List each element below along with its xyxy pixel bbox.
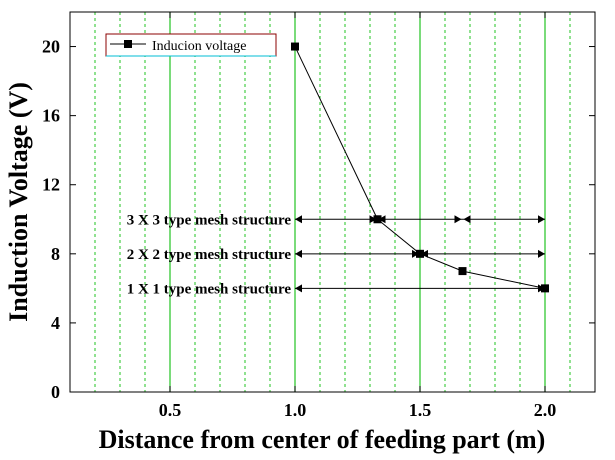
annotation-arrowhead-inner	[463, 215, 471, 224]
annotation-arrowhead-inner	[454, 215, 462, 224]
data-point-marker	[458, 267, 467, 276]
legend-marker	[124, 40, 132, 48]
x-tick-label: 2.0	[534, 400, 557, 420]
y-tick-label: 16	[42, 106, 60, 126]
annotation-arrowhead-right	[538, 215, 545, 224]
y-tick-label: 20	[42, 37, 60, 57]
annotation-arrowhead-inner	[378, 215, 386, 224]
y-tick-label: 4	[51, 313, 60, 333]
y-axis-title: Induction Voltage (V)	[4, 82, 33, 322]
annotation-arrowhead-left	[295, 215, 302, 224]
plot-frame	[69, 11, 596, 393]
annotation-label: 3 X 3 type mesh structure	[127, 212, 292, 228]
annotations: 3 X 3 type mesh structure 2 X 2 type mesh…	[127, 212, 545, 297]
legend: Inducion voltage	[105, 33, 277, 57]
x-tick-label: 1.0	[284, 400, 307, 420]
x-tick-label: 1.5	[409, 400, 432, 420]
annotation-arrowhead-inner	[412, 249, 419, 258]
annotation-arrowhead-inner	[369, 215, 377, 224]
legend-label: Inducion voltage	[152, 39, 246, 54]
annotation-arrowhead-inner	[421, 249, 428, 258]
annotation-arrowhead-left	[295, 284, 302, 293]
y-tick-label: 8	[51, 244, 60, 264]
data-point-marker	[541, 284, 549, 293]
y-tick-label: 12	[42, 175, 60, 195]
annotation-label: 1 X 1 type mesh structure	[127, 281, 292, 297]
x-tick-label: 0.5	[159, 400, 182, 420]
data-point-marker	[373, 215, 382, 224]
annotation-label: 2 X 2 type mesh structure	[127, 247, 292, 263]
annotation-arrowhead-right	[538, 249, 545, 258]
y-tick-label: 0	[51, 382, 60, 402]
axis-ticks: 0.5 1.0 1.5 2.0 0 4 8 12 16 20	[42, 12, 595, 420]
data-point-marker	[416, 249, 424, 258]
data-point-marker	[291, 42, 299, 51]
series-layer	[291, 42, 549, 293]
plot-background	[70, 12, 595, 392]
grid-lines	[94, 12, 571, 392]
annotation-arrowhead-left	[295, 249, 302, 258]
x-axis-title: Distance from center of feeding part (m)	[99, 425, 546, 454]
